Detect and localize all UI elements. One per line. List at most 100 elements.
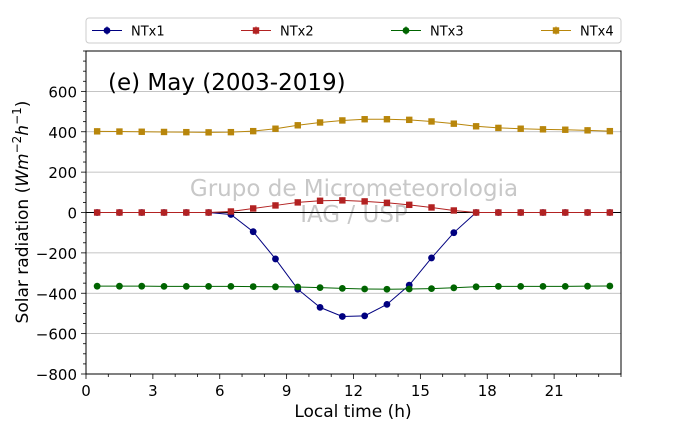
data-point	[361, 116, 368, 123]
x-tick-label: 12	[344, 382, 363, 400]
data-point	[138, 282, 146, 290]
data-point	[249, 228, 257, 236]
data-point	[183, 209, 190, 216]
data-point	[584, 209, 591, 216]
data-point	[562, 126, 569, 133]
series-line	[97, 199, 610, 213]
series-ntx3	[93, 282, 614, 293]
y-tick-label: −200	[36, 245, 77, 263]
x-tick-label: 15	[411, 382, 430, 400]
data-point	[249, 127, 257, 135]
data-point	[561, 282, 569, 290]
data-point	[93, 282, 101, 290]
data-point	[160, 282, 168, 290]
y-axis-label: Solar radiation (Wm−2h−1)	[10, 101, 33, 324]
x-tick-label: 6	[215, 382, 225, 400]
data-point	[116, 282, 123, 290]
legend-item-ntx2: NTx2	[241, 25, 314, 40]
data-point	[294, 199, 301, 206]
legend-label: NTx4	[580, 25, 614, 40]
data-point	[138, 128, 145, 135]
series-line	[97, 118, 610, 133]
data-point	[406, 116, 413, 124]
data-point	[495, 209, 502, 216]
legend-label: NTx3	[430, 25, 464, 40]
data-point	[584, 282, 591, 290]
data-point	[450, 229, 458, 237]
series-line	[97, 212, 610, 317]
data-point	[93, 128, 101, 135]
data-point	[339, 117, 346, 124]
data-point	[428, 254, 435, 262]
data-point	[138, 209, 145, 216]
data-point	[249, 283, 257, 290]
data-point	[539, 126, 547, 133]
y-tick-label: 400	[48, 124, 77, 142]
data-point	[272, 283, 279, 291]
data-point	[361, 312, 369, 320]
data-point	[361, 198, 368, 205]
series-line	[97, 285, 610, 290]
data-point	[205, 209, 212, 216]
data-point	[339, 197, 346, 204]
data-point	[93, 209, 101, 216]
legend-item-ntx1: NTx1	[92, 25, 165, 40]
data-point	[183, 128, 190, 136]
series-ntx4	[93, 116, 614, 136]
data-point	[182, 282, 190, 290]
data-point	[405, 285, 413, 293]
series-layer	[93, 116, 614, 320]
data-point	[227, 208, 235, 215]
data-point	[517, 125, 524, 132]
data-point	[338, 313, 346, 320]
data-point	[495, 124, 502, 132]
y-axis: −800 −600 −400 −200 0 200 400 600	[36, 50, 86, 384]
data-point	[116, 209, 123, 216]
data-point	[316, 119, 324, 126]
data-point	[584, 127, 591, 134]
data-point	[406, 201, 413, 209]
data-point	[383, 116, 391, 123]
data-point	[517, 282, 525, 290]
data-point	[428, 285, 435, 293]
y-tick-label: −800	[36, 366, 77, 384]
data-point	[450, 284, 458, 292]
data-point	[606, 209, 614, 216]
legend-item-ntx4: NTx4	[541, 25, 614, 40]
x-tick-label: 21	[545, 382, 564, 400]
x-tick-label: 0	[81, 382, 91, 400]
legend-marker	[252, 27, 260, 34]
data-point	[428, 204, 435, 211]
data-point	[383, 285, 391, 293]
chart-title: (e) May (2003-2019)	[108, 70, 346, 96]
data-point	[494, 282, 502, 290]
data-point	[116, 128, 123, 135]
data-point	[316, 197, 324, 204]
data-point	[160, 209, 168, 216]
watermark-line-2: IAG / USP	[300, 202, 408, 228]
data-point	[294, 283, 302, 291]
data-point	[294, 122, 301, 129]
x-tick-label: 3	[148, 382, 158, 400]
data-point	[205, 282, 213, 290]
data-point	[227, 282, 235, 290]
data-point	[227, 128, 235, 136]
data-point	[316, 284, 324, 291]
legend-box	[85, 17, 622, 44]
data-point	[160, 128, 168, 136]
y-tick-label: 200	[48, 164, 77, 182]
data-point	[361, 285, 369, 293]
data-point	[539, 282, 547, 290]
legend-marker	[552, 27, 560, 34]
data-point	[205, 129, 212, 136]
legend-marker	[103, 27, 111, 34]
data-point	[316, 303, 324, 311]
legend-label: NTx1	[131, 25, 165, 40]
y-tick-label: 600	[48, 83, 77, 101]
y-tick-label: −400	[36, 285, 77, 303]
data-point	[272, 125, 279, 132]
data-point	[249, 205, 257, 212]
watermark-line-1: Grupo de Micrometeorologia	[190, 176, 518, 202]
